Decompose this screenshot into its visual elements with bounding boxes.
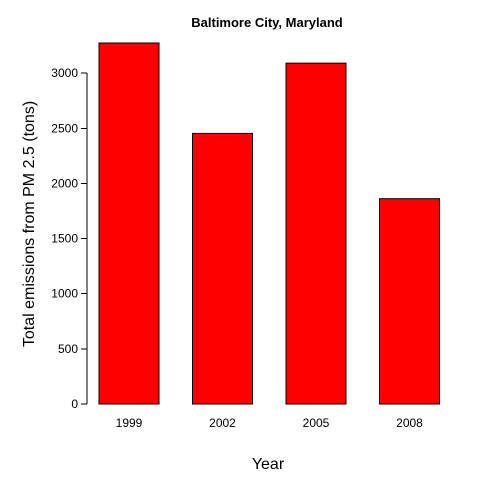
x-axis-ticks: 1999 2002 2005 2008 <box>116 416 424 430</box>
y-tick-label: 3000 <box>51 66 78 80</box>
x-tick-label: 2008 <box>396 416 423 430</box>
bar-1999 <box>98 42 160 405</box>
x-tick-label: 2002 <box>209 416 236 430</box>
y-tick-label: 1000 <box>51 287 78 301</box>
bar-2005 <box>285 62 347 405</box>
y-axis: 0 500 1000 1500 2000 2500 3000 <box>51 66 88 411</box>
bar-2008 <box>379 198 440 405</box>
y-tick-label: 2000 <box>51 176 78 190</box>
y-tick-label: 1500 <box>51 232 78 246</box>
bars <box>98 42 440 405</box>
y-axis-label: Total emissions from PM 2.5 (tons) <box>21 101 38 347</box>
x-tick-label: 2005 <box>303 416 330 430</box>
y-tick-label: 0 <box>71 397 78 411</box>
y-tick-label: 2500 <box>51 121 78 135</box>
x-axis-label: Year <box>252 456 285 473</box>
y-tick-label: 500 <box>58 342 78 356</box>
bar-2002 <box>192 132 253 405</box>
chart-title: Baltimore City, Maryland <box>191 15 343 30</box>
x-tick-label: 1999 <box>116 416 143 430</box>
